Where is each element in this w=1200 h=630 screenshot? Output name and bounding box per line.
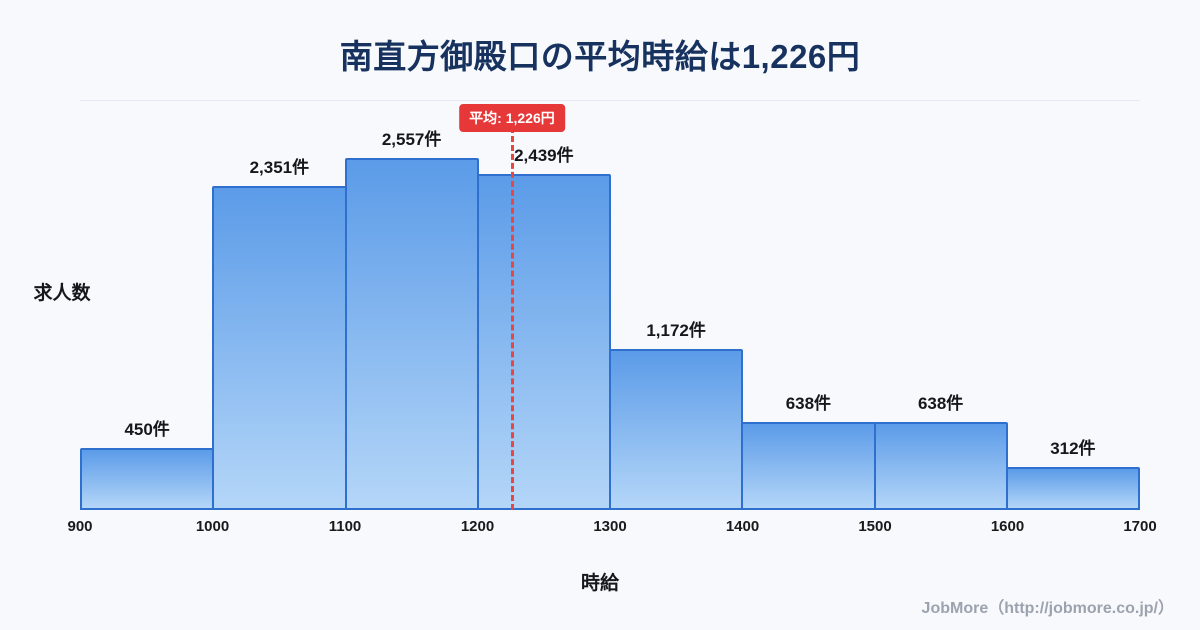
bar-slot: 1,172件	[609, 101, 744, 510]
average-line	[510, 127, 514, 510]
chart-title: 南直方御殿口の平均時給は1,226円	[339, 38, 861, 75]
bars: 450件 2,351件 2,557件 2,439件 1,172件 638件 638件 312件	[80, 101, 1140, 510]
x-tick-label: 1400	[725, 518, 760, 535]
x-tick-label: 1200	[460, 518, 495, 535]
x-tick-label: 1500	[858, 518, 892, 535]
x-tick-label: 1100	[328, 518, 362, 535]
histogram-bar	[476, 174, 611, 510]
x-axis-label: 時給	[580, 573, 619, 594]
histogram-bar	[212, 186, 347, 510]
bar-slot: 312件	[1005, 101, 1140, 510]
bar-value-label: 1,172件	[646, 320, 706, 340]
histogram-bar	[741, 422, 876, 510]
x-axis-ticks: 900 1000 1100 1200 1300 1400 1500 1600 1700	[67, 518, 1156, 540]
bar-slot: 450件	[80, 101, 215, 510]
bar-value-label: 2,351件	[249, 158, 310, 178]
histogram-bar	[80, 448, 215, 510]
bar-value-label: 638件	[785, 394, 832, 414]
plot-area: 450件 2,351件 2,557件 2,439件 1,172件 638件 638件 312件…	[80, 100, 1140, 510]
bar-slot: 2,557件	[344, 101, 479, 510]
bar-slot: 638件	[873, 101, 1008, 510]
bar-slot: 2,351件	[212, 101, 347, 510]
histogram-bar	[1005, 467, 1140, 510]
bar-value-label: 638件	[917, 394, 964, 414]
histogram-bar	[873, 422, 1008, 510]
bar-value-label: 312件	[1050, 439, 1096, 459]
x-tick-label: 900	[67, 518, 93, 535]
bar-slot: 638件	[741, 101, 876, 510]
x-tick-label: 1300	[593, 518, 627, 535]
histogram-bar	[609, 348, 744, 510]
bar-value-label: 2,439件	[514, 146, 574, 166]
bar-slot: 2,439件	[476, 101, 611, 510]
histogram-bar	[344, 157, 479, 510]
y-axis-label: 求人数	[33, 283, 91, 304]
bar-value-label: 2,557件	[381, 129, 442, 149]
footer-credit: JobMore（http://jobmore.co.jp/）	[921, 600, 1174, 617]
average-badge: 平均: 1,226円	[459, 104, 565, 132]
x-tick-label: 1000	[195, 518, 230, 535]
bar-value-label: 450件	[124, 420, 170, 440]
x-tick-label: 1600	[990, 518, 1025, 535]
x-tick-label: 1700	[1123, 518, 1157, 535]
